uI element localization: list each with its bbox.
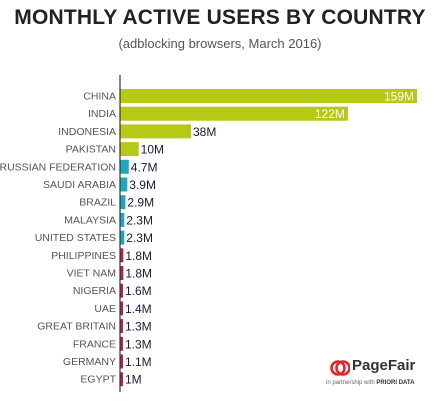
category-label-united-states: UNITED STATES bbox=[35, 232, 116, 244]
bar-uae bbox=[120, 301, 123, 316]
bar-nigeria bbox=[120, 283, 123, 298]
value-label-saudi-arabia: 3.9M bbox=[129, 178, 156, 192]
value-label-russian-federation: 4.7M bbox=[131, 160, 158, 174]
bar-malaysia bbox=[120, 212, 125, 227]
bar-brazil bbox=[120, 195, 126, 210]
value-label-malaysia: 2.3M bbox=[126, 213, 153, 227]
value-label-egypt: 1M bbox=[125, 373, 142, 387]
category-label-philippines: PHILIPPINES bbox=[51, 250, 116, 262]
bar-china bbox=[120, 89, 417, 103]
chart-title: MONTHLY ACTIVE USERS BY COUNTRY bbox=[14, 6, 426, 29]
bar-india bbox=[120, 106, 348, 121]
value-label-brazil: 2.9M bbox=[127, 196, 154, 210]
category-label-great-britain: GREAT BRITAIN bbox=[37, 321, 116, 333]
bar-great-britain bbox=[120, 319, 123, 334]
chart-subtitle: (adblocking browsers, March 2016) bbox=[118, 36, 322, 51]
value-label-uae: 1.4M bbox=[125, 302, 152, 316]
bar-indonesia bbox=[120, 124, 191, 139]
category-label-china: CHINA bbox=[83, 91, 116, 103]
bar-france bbox=[120, 336, 123, 351]
logo-tagline: in partnership with PRIORI DATA bbox=[326, 380, 414, 386]
value-label-india: 122M bbox=[315, 107, 345, 121]
value-label-philippines: 1.8M bbox=[125, 249, 152, 263]
bar-germany bbox=[120, 354, 123, 369]
value-label-indonesia: 38M bbox=[193, 125, 216, 139]
category-label-egypt: EGYPT bbox=[80, 374, 116, 386]
bar-russian-federation bbox=[120, 159, 129, 174]
bar-philippines bbox=[120, 248, 124, 263]
bar-viet-nam bbox=[120, 266, 124, 280]
bar-pakistan bbox=[120, 142, 139, 157]
category-label-saudi-arabia: SAUDI ARABIA bbox=[43, 179, 116, 191]
category-label-pakistan: PAKISTAN bbox=[66, 144, 116, 156]
bar-united-states bbox=[120, 230, 125, 245]
category-label-india: INDIA bbox=[88, 108, 116, 120]
category-label-brazil: BRAZIL bbox=[79, 197, 116, 209]
value-label-great-britain: 1.3M bbox=[125, 320, 152, 334]
category-label-nigeria: NIGERIA bbox=[73, 285, 116, 297]
category-label-viet-nam: VIET NAM bbox=[67, 268, 116, 280]
category-label-malaysia: MALAYSIA bbox=[64, 214, 116, 226]
category-label-france: FRANCE bbox=[73, 338, 116, 350]
category-label-uae: UAE bbox=[94, 303, 116, 315]
category-label-germany: GERMANY bbox=[63, 356, 116, 368]
bar-saudi-arabia bbox=[120, 177, 128, 192]
logo-name: PageFair bbox=[352, 357, 416, 374]
value-label-nigeria: 1.6M bbox=[125, 284, 152, 298]
category-label-russian-federation: RUSSIAN FEDERATION bbox=[0, 161, 116, 173]
logo-tagline-partner: PRIORI DATA bbox=[376, 380, 415, 386]
bar-egypt bbox=[120, 372, 123, 387]
value-label-pakistan: 10M bbox=[141, 143, 164, 157]
pagefair-logo: PageFair in partnership with PRIORI DATA bbox=[326, 356, 436, 396]
value-label-viet-nam: 1.8M bbox=[125, 267, 152, 281]
value-label-germany: 1.1M bbox=[125, 355, 152, 369]
pagefair-logo-icon bbox=[330, 360, 350, 376]
value-label-france: 1.3M bbox=[125, 337, 152, 351]
value-label-united-states: 2.3M bbox=[126, 231, 153, 245]
logo-tagline-prefix: in partnership with bbox=[326, 380, 375, 386]
category-label-indonesia: INDONESIA bbox=[58, 126, 116, 138]
value-label-china: 159M bbox=[384, 90, 414, 104]
